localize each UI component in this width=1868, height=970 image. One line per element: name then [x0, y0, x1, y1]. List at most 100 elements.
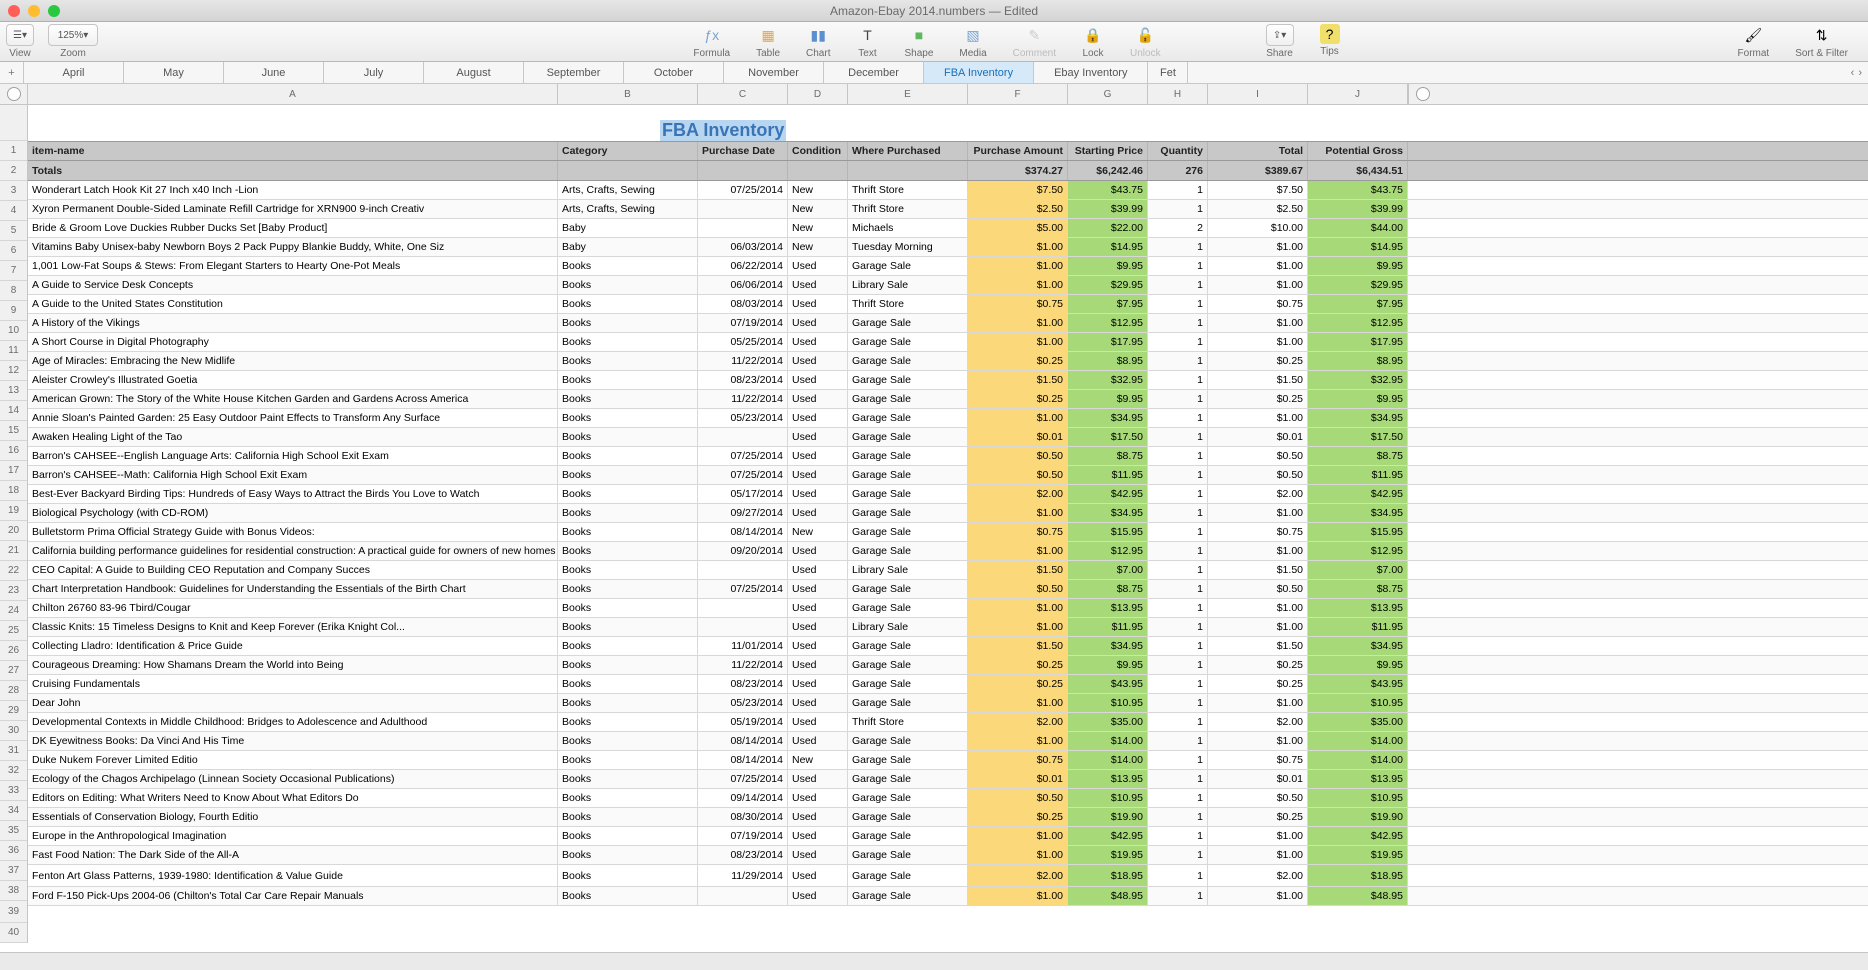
cell[interactable]: 08/30/2014	[698, 808, 788, 826]
row-header[interactable]: 23	[0, 581, 27, 601]
cell[interactable]: $14.00	[1068, 751, 1148, 769]
cell[interactable]: $0.25	[1208, 675, 1308, 693]
cell[interactable]: 05/17/2014	[698, 485, 788, 503]
cell[interactable]: 09/27/2014	[698, 504, 788, 522]
cell[interactable]: 1	[1148, 865, 1208, 886]
cell[interactable]: 1	[1148, 770, 1208, 788]
cell[interactable]: 1	[1148, 295, 1208, 313]
cell[interactable]: $1.00	[968, 887, 1068, 905]
cell[interactable]: $8.75	[1308, 447, 1408, 465]
cell[interactable]: Garage Sale	[848, 637, 968, 655]
cell[interactable]: $2.00	[968, 865, 1068, 886]
cell[interactable]: Where Purchased	[848, 142, 968, 160]
cell[interactable]: $0.50	[968, 466, 1068, 484]
cell[interactable]: 1	[1148, 485, 1208, 503]
cell[interactable]: $43.95	[1068, 675, 1148, 693]
cell[interactable]: 1	[1148, 200, 1208, 218]
cell[interactable]: $0.75	[1208, 751, 1308, 769]
cell[interactable]: Books	[558, 295, 698, 313]
cell[interactable]: $9.95	[1068, 656, 1148, 674]
cell[interactable]: Garage Sale	[848, 789, 968, 807]
cell[interactable]: $1.00	[968, 333, 1068, 351]
cell[interactable]: 08/14/2014	[698, 732, 788, 750]
cell[interactable]: 11/22/2014	[698, 390, 788, 408]
cell[interactable]	[698, 219, 788, 237]
cell[interactable]: Used	[788, 637, 848, 655]
cell[interactable]: Garage Sale	[848, 333, 968, 351]
sheet-tab[interactable]: October	[624, 62, 724, 83]
cell[interactable]: 1	[1148, 656, 1208, 674]
cell[interactable]: 1	[1148, 713, 1208, 731]
cell[interactable]: Courageous Dreaming: How Shamans Dream t…	[28, 656, 558, 674]
cell[interactable]: Used	[788, 428, 848, 446]
text-icon[interactable]: T	[856, 24, 878, 46]
cell[interactable]: Used	[788, 276, 848, 294]
cell[interactable]: $29.95	[1068, 276, 1148, 294]
cell[interactable]: Tuesday Morning	[848, 238, 968, 256]
cell[interactable]: $43.95	[1308, 675, 1408, 693]
cell[interactable]: 08/23/2014	[698, 371, 788, 389]
cell[interactable]: $1.00	[968, 846, 1068, 864]
cell[interactable]: $13.95	[1308, 599, 1408, 617]
cell[interactable]: Garage Sale	[848, 770, 968, 788]
row-header[interactable]: 17	[0, 461, 27, 481]
cell[interactable]: $34.95	[1068, 637, 1148, 655]
cell[interactable]: $0.25	[968, 352, 1068, 370]
cell[interactable]: $14.95	[1308, 238, 1408, 256]
cell[interactable]: Used	[788, 656, 848, 674]
cell[interactable]: $13.95	[1068, 599, 1148, 617]
cell[interactable]: 2	[1148, 219, 1208, 237]
cell[interactable]: $9.95	[1308, 656, 1408, 674]
cell[interactable]: 09/20/2014	[698, 542, 788, 560]
cell[interactable]: 1	[1148, 618, 1208, 636]
cell[interactable]: $19.90	[1068, 808, 1148, 826]
row-header[interactable]: 13	[0, 381, 27, 401]
cell[interactable]: $0.50	[1208, 580, 1308, 598]
cell[interactable]: Michaels	[848, 219, 968, 237]
column-header[interactable]: C	[698, 84, 788, 104]
cell[interactable]: Used	[788, 257, 848, 275]
cell[interactable]: Books	[558, 352, 698, 370]
minimize-icon[interactable]	[28, 5, 40, 17]
row-header[interactable]: 2	[0, 161, 27, 181]
cell[interactable]: CEO Capital: A Guide to Building CEO Rep…	[28, 561, 558, 579]
cell[interactable]: $1.00	[968, 238, 1068, 256]
row-header[interactable]: 28	[0, 681, 27, 701]
cell[interactable]: Books	[558, 808, 698, 826]
cell[interactable]: $1.00	[968, 257, 1068, 275]
cell[interactable]: Garage Sale	[848, 523, 968, 541]
cell[interactable]: $14.00	[1308, 732, 1408, 750]
cell[interactable]: Garage Sale	[848, 409, 968, 427]
cell[interactable]: Bulletstorm Prima Official Strategy Guid…	[28, 523, 558, 541]
cell[interactable]: Vitamins Baby Unisex-baby Newborn Boys 2…	[28, 238, 558, 256]
cell[interactable]: Books	[558, 390, 698, 408]
cell[interactable]: A Guide to the United States Constitutio…	[28, 295, 558, 313]
cell[interactable]: 09/14/2014	[698, 789, 788, 807]
row-header[interactable]: 27	[0, 661, 27, 681]
cell[interactable]: Used	[788, 295, 848, 313]
cell[interactable]: $1.50	[968, 561, 1068, 579]
cell[interactable]: Books	[558, 770, 698, 788]
row-header[interactable]: 3	[0, 181, 27, 201]
row-header[interactable]: 22	[0, 561, 27, 581]
cell[interactable]: $1.00	[1208, 409, 1308, 427]
cell[interactable]: $1.00	[968, 409, 1068, 427]
cell[interactable]: 1	[1148, 751, 1208, 769]
cell[interactable]: Best-Ever Backyard Birding Tips: Hundred…	[28, 485, 558, 503]
cell[interactable]: Duke Nukem Forever Limited Editio	[28, 751, 558, 769]
sheet-tab[interactable]: April	[24, 62, 124, 83]
cell[interactable]: Used	[788, 466, 848, 484]
cell[interactable]: Books	[558, 599, 698, 617]
cell[interactable]: Books	[558, 846, 698, 864]
cell[interactable]: $2.00	[968, 713, 1068, 731]
cell[interactable]: Used	[788, 333, 848, 351]
cell[interactable]: Used	[788, 580, 848, 598]
cell[interactable]: Garage Sale	[848, 314, 968, 332]
cell[interactable]: $0.50	[968, 447, 1068, 465]
cell[interactable]: Books	[558, 485, 698, 503]
cell[interactable]: $0.50	[968, 580, 1068, 598]
cell[interactable]: $0.01	[1208, 770, 1308, 788]
cell[interactable]: $14.00	[1308, 751, 1408, 769]
cell[interactable]	[698, 887, 788, 905]
cell[interactable]: $42.95	[1068, 827, 1148, 845]
